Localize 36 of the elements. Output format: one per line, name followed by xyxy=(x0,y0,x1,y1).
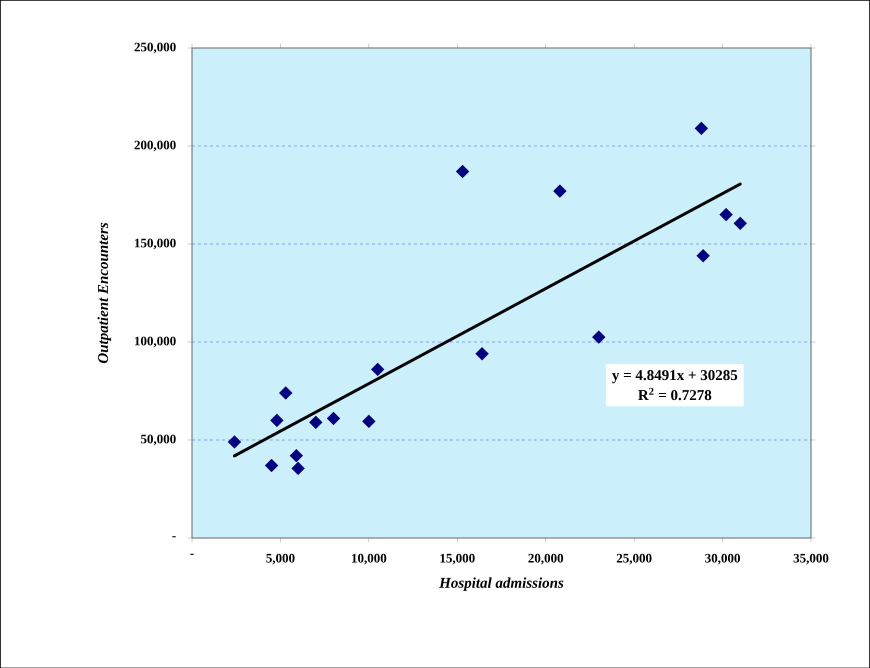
point xyxy=(734,216,747,230)
y-tick-label: 250,000 xyxy=(134,42,176,54)
y-tick-label: - xyxy=(172,536,176,538)
point xyxy=(291,462,305,475)
x-tick-label: 5,000 xyxy=(266,554,295,564)
x-tick-label: 30,000 xyxy=(705,554,740,564)
x-tick-label: - xyxy=(190,554,194,555)
y-tick-label: 200,000 xyxy=(134,140,176,152)
point xyxy=(694,121,708,135)
point xyxy=(362,414,376,428)
x-tick-label: 15,000 xyxy=(440,554,475,564)
x-tick-label: 10,000 xyxy=(352,554,386,564)
point xyxy=(290,448,304,462)
point xyxy=(719,208,733,222)
x-axis-title: Hospital admissions xyxy=(439,577,564,591)
point xyxy=(553,184,567,198)
y-axis-title: Outpatient Encounters xyxy=(97,222,112,363)
point xyxy=(371,362,384,376)
annotation: R$^{2}$ = 0.7278 xyxy=(638,388,712,400)
x-tick-label: 25,000 xyxy=(616,554,652,564)
point xyxy=(309,415,323,429)
y-tick-label: 100,000 xyxy=(134,336,176,348)
point xyxy=(475,346,489,360)
point xyxy=(264,458,278,472)
x-tick-label: 35,000 xyxy=(794,554,828,564)
x-tick-label: 20,000 xyxy=(528,554,564,564)
y-tick-label: 50,000 xyxy=(140,434,176,446)
point xyxy=(696,248,710,262)
point xyxy=(592,330,606,344)
point xyxy=(228,435,242,448)
point xyxy=(279,386,292,400)
y-tick-label: 150,000 xyxy=(134,238,176,250)
point xyxy=(456,164,470,178)
point xyxy=(326,412,340,425)
point xyxy=(270,414,284,427)
annotation: y = 4.8491x + 30285 xyxy=(612,370,738,384)
